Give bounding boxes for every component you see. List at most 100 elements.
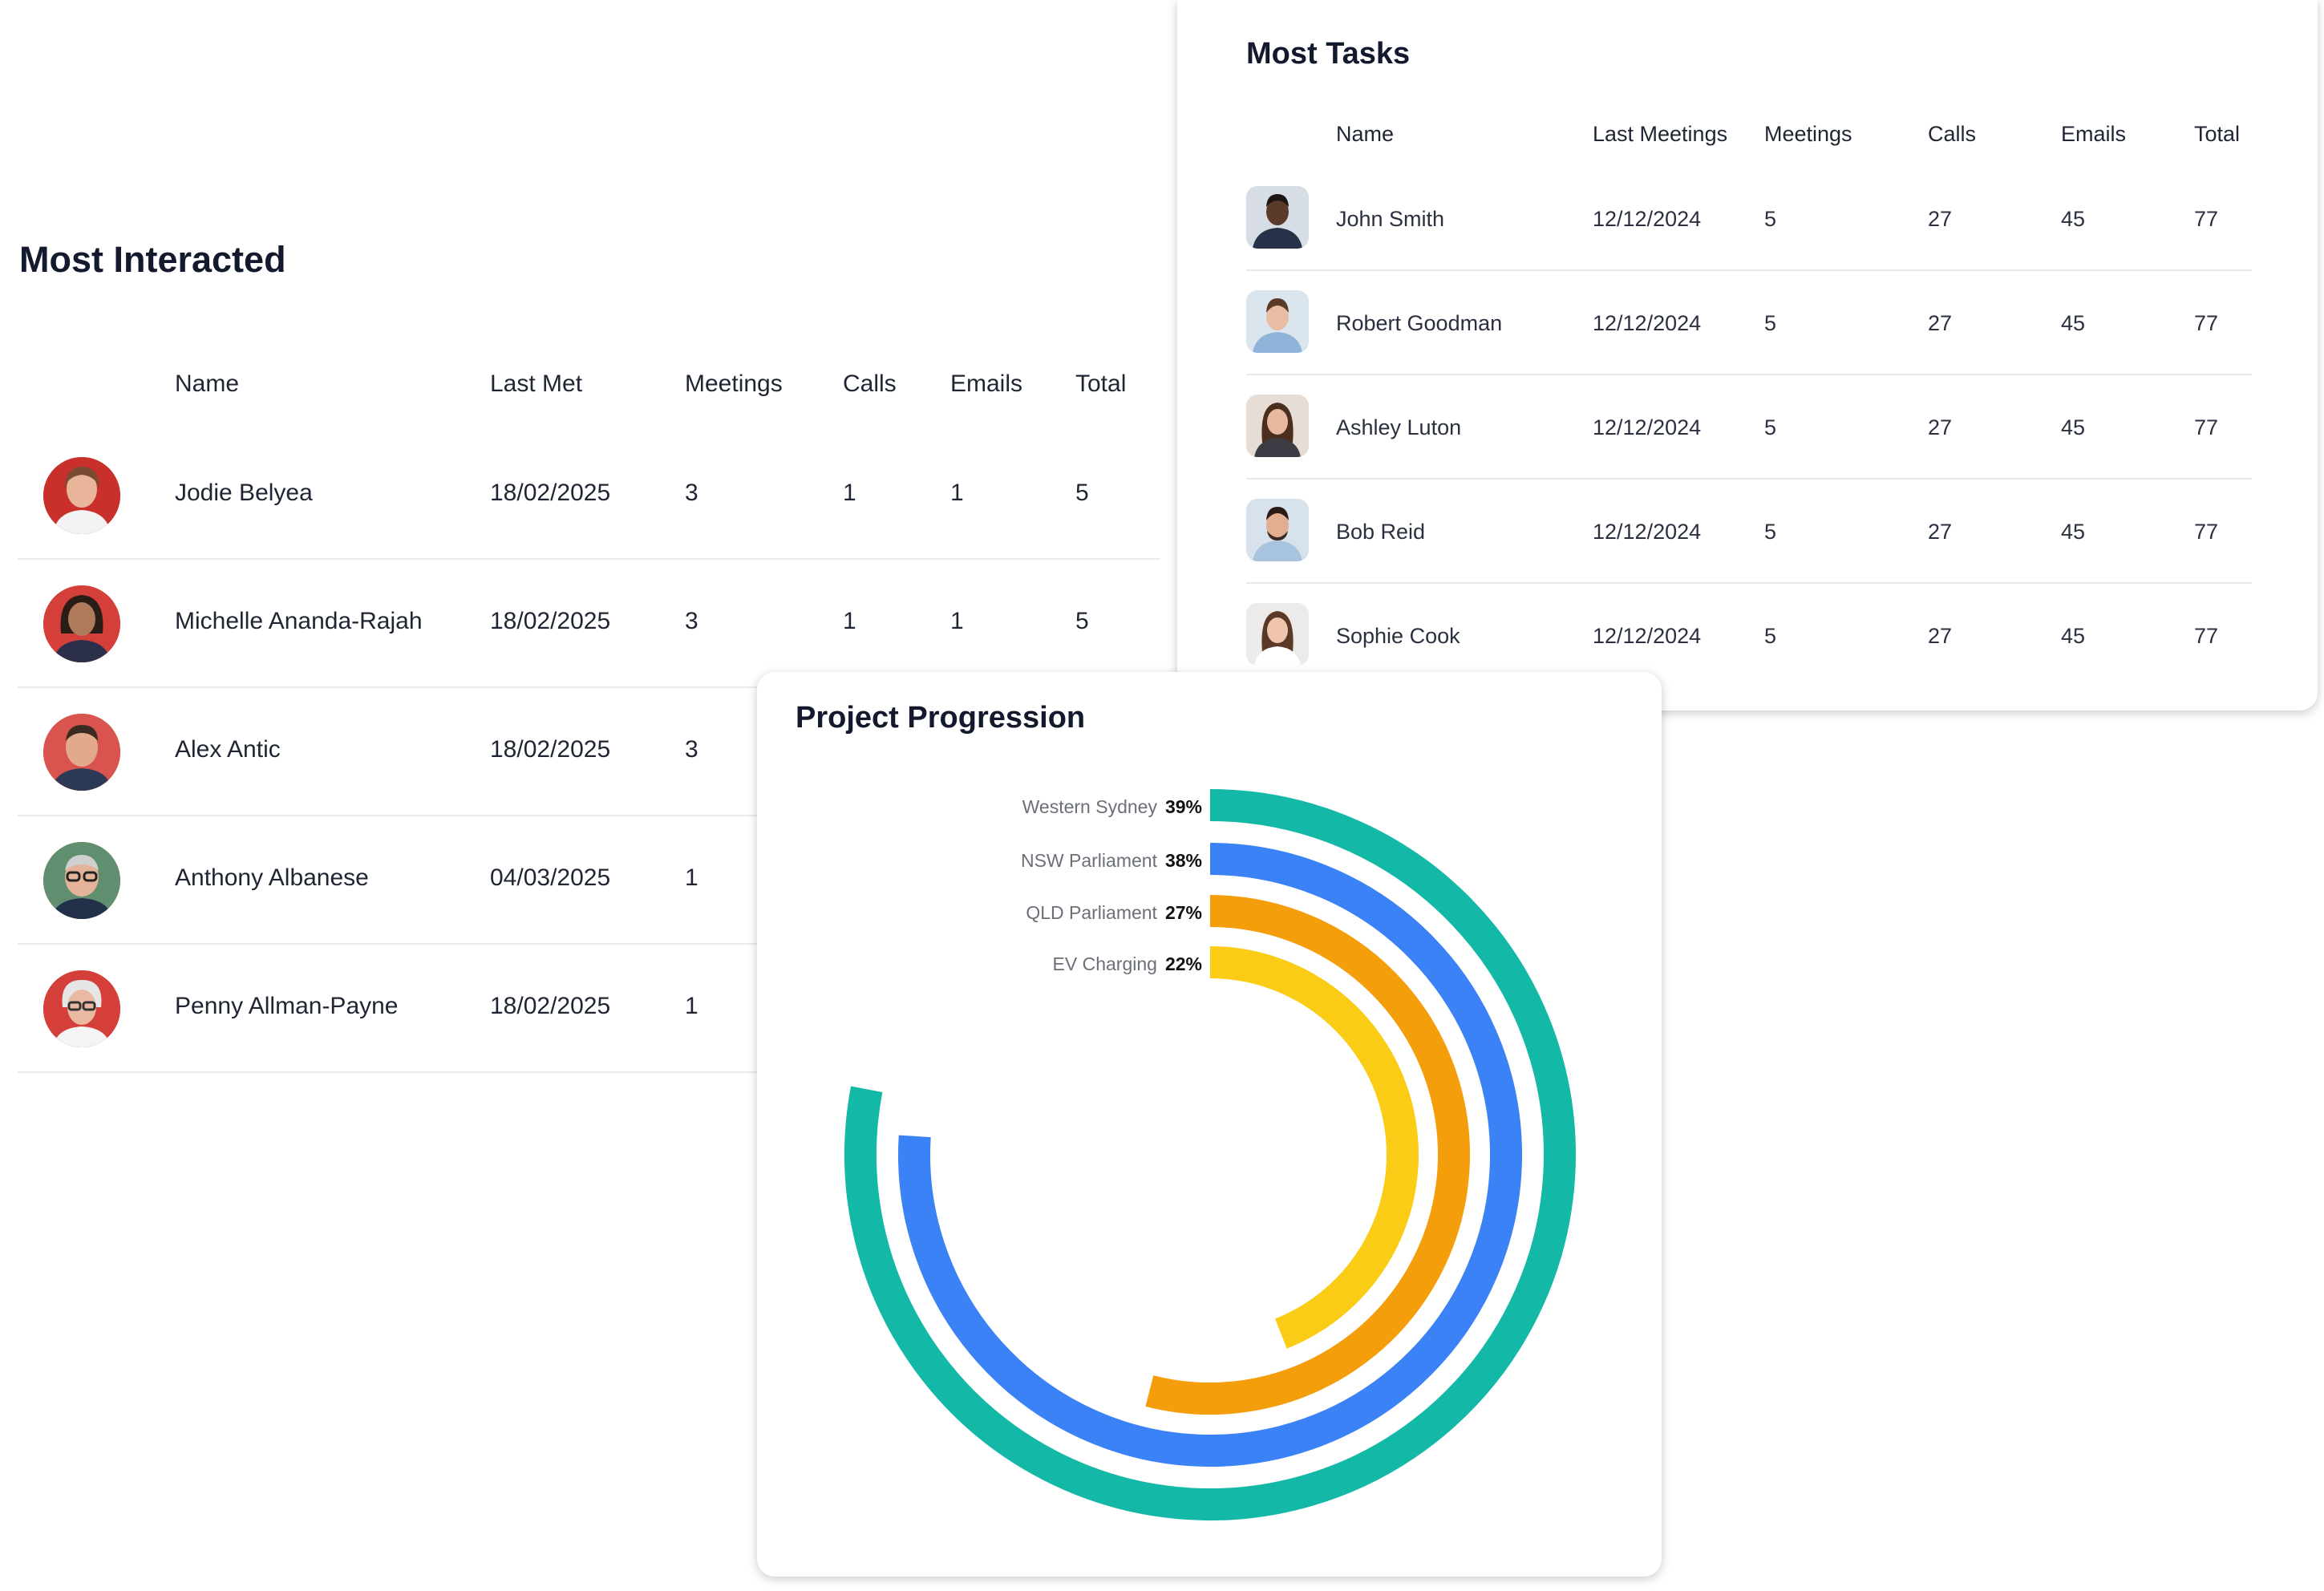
emails-count: 1 xyxy=(950,480,964,506)
avatar xyxy=(1246,499,1309,561)
emails-count: 45 xyxy=(2061,415,2086,439)
emails-count: 45 xyxy=(2061,207,2086,231)
contact-name[interactable]: Robert Goodman xyxy=(1336,311,1503,335)
person-icon xyxy=(43,457,120,534)
person-icon xyxy=(43,714,120,791)
last-meetings-date: 12/12/2024 xyxy=(1593,415,1702,439)
contact-name[interactable]: Bob Reid xyxy=(1336,520,1426,544)
meetings-count: 1 xyxy=(685,993,698,1019)
avatar xyxy=(1246,395,1309,457)
progress-arc-nsw-parliament[interactable] xyxy=(898,843,1522,1467)
contact-name[interactable]: John Smith xyxy=(1336,207,1445,231)
avatar xyxy=(1246,290,1309,353)
avatar xyxy=(43,714,120,791)
contact-name[interactable]: Alex Antic xyxy=(175,736,281,763)
progress-arc-ev-charging[interactable] xyxy=(1209,946,1419,1349)
series-name-label: Western Sydney xyxy=(1022,796,1158,817)
table-row[interactable]: Anthony Albanese 04/03/2025 1 xyxy=(18,816,1160,945)
contact-name[interactable]: Michelle Ananda-Rajah xyxy=(175,608,423,634)
column-header-last-meetings[interactable]: Last Meetings xyxy=(1593,122,1728,146)
last-meetings-date: 12/12/2024 xyxy=(1593,520,1702,544)
row-divider xyxy=(18,943,1160,945)
calls-count: 27 xyxy=(1928,207,1953,231)
meetings-count: 3 xyxy=(685,480,698,506)
meetings-count: 3 xyxy=(685,736,698,763)
contact-name[interactable]: Ashley Luton xyxy=(1336,415,1462,439)
table-row[interactable]: Michelle Ananda-Rajah 18/02/2025 3 1 1 5 xyxy=(18,560,1160,688)
calls-count: 1 xyxy=(843,480,856,506)
radial-bar-chart: 39% Western Sydney 38% NSW Parliament 27% QLD… xyxy=(844,789,1576,1520)
avatar xyxy=(1246,603,1309,666)
progress-arc-qld-parliament[interactable] xyxy=(1145,895,1470,1415)
most-tasks-title: Most Tasks xyxy=(1246,37,1411,71)
most-tasks-card: Most Tasks Name Last Meetings Meetings C… xyxy=(1177,0,2318,710)
calls-count: 27 xyxy=(1928,415,1953,439)
calls-count: 27 xyxy=(1928,624,1953,648)
avatar xyxy=(43,970,120,1047)
person-icon xyxy=(1246,499,1309,561)
total-count: 5 xyxy=(1075,608,1089,634)
series-value-label: 38% xyxy=(1165,850,1202,871)
meetings-count: 1 xyxy=(685,864,698,891)
row-divider xyxy=(1246,374,2252,375)
contact-name[interactable]: Anthony Albanese xyxy=(175,864,369,891)
meetings-count: 5 xyxy=(1764,520,1777,544)
table-row[interactable]: Robert Goodman 12/12/2024 5 27 45 77 xyxy=(1246,271,2252,375)
table-row[interactable]: Ashley Luton 12/12/2024 5 27 45 77 xyxy=(1246,375,2252,480)
total-count: 77 xyxy=(2194,520,2219,544)
row-divider xyxy=(1246,478,2252,480)
last-met-date: 18/02/2025 xyxy=(490,480,611,506)
row-divider xyxy=(1246,269,2252,271)
column-header-total[interactable]: Total xyxy=(1075,370,1127,397)
column-header-emails[interactable]: Emails xyxy=(950,370,1023,397)
most-interacted-title: Most Interacted xyxy=(19,239,286,280)
last-met-date: 04/03/2025 xyxy=(490,864,611,891)
meetings-count: 5 xyxy=(1764,624,1777,648)
emails-count: 45 xyxy=(2061,624,2086,648)
table-row[interactable]: Penny Allman-Payne 18/02/2025 1 xyxy=(18,945,1160,1073)
person-icon xyxy=(43,842,120,919)
row-divider xyxy=(18,686,1160,688)
avatar xyxy=(43,457,120,534)
last-meetings-date: 12/12/2024 xyxy=(1593,311,1702,335)
contact-name[interactable]: Sophie Cook xyxy=(1336,624,1460,648)
person-icon xyxy=(43,970,120,1047)
avatar xyxy=(43,842,120,919)
person-icon xyxy=(1246,290,1309,353)
last-met-date: 18/02/2025 xyxy=(490,608,611,634)
column-header-total[interactable]: Total xyxy=(2194,122,2241,146)
series-value-label: 22% xyxy=(1165,953,1202,974)
person-icon xyxy=(43,585,120,662)
meetings-count: 5 xyxy=(1764,311,1777,335)
emails-count: 1 xyxy=(950,608,964,634)
table-row[interactable]: Bob Reid 12/12/2024 5 27 45 77 xyxy=(1246,480,2252,584)
meetings-count: 3 xyxy=(685,608,698,634)
last-met-date: 18/02/2025 xyxy=(490,736,611,763)
row-divider xyxy=(18,1071,1160,1073)
series-name-label: QLD Parliament xyxy=(1026,902,1157,923)
column-header-emails[interactable]: Emails xyxy=(2061,122,2127,146)
column-header-calls[interactable]: Calls xyxy=(1928,122,1977,146)
table-row[interactable]: John Smith 12/12/2024 5 27 45 77 xyxy=(1246,167,2252,271)
total-count: 77 xyxy=(2194,624,2219,648)
column-header-name[interactable]: Name xyxy=(175,370,240,397)
table-row[interactable]: Sophie Cook 12/12/2024 5 27 45 77 xyxy=(1246,584,2252,688)
column-header-meetings[interactable]: Meetings xyxy=(1764,122,1852,146)
person-icon xyxy=(1246,395,1309,457)
column-header-name[interactable]: Name xyxy=(1336,122,1395,146)
person-icon xyxy=(1246,186,1309,249)
series-name-label: EV Charging xyxy=(1053,953,1157,974)
project-progression-card: Project Progression 39% Western Sydney 38%… xyxy=(757,672,1662,1577)
table-row[interactable]: Alex Antic 18/02/2025 3 xyxy=(18,688,1160,816)
contact-name[interactable]: Penny Allman-Payne xyxy=(175,993,399,1019)
contact-name[interactable]: Jodie Belyea xyxy=(175,480,313,506)
progress-arc-western-sydney[interactable] xyxy=(844,789,1576,1520)
column-header-meetings[interactable]: Meetings xyxy=(685,370,783,397)
row-divider xyxy=(18,558,1160,560)
column-header-last-met[interactable]: Last Met xyxy=(490,370,583,397)
last-met-date: 18/02/2025 xyxy=(490,993,611,1019)
table-row[interactable]: Jodie Belyea 18/02/2025 3 1 1 5 xyxy=(18,431,1160,560)
total-count: 5 xyxy=(1075,480,1089,506)
column-header-calls[interactable]: Calls xyxy=(843,370,897,397)
meetings-count: 5 xyxy=(1764,415,1777,439)
